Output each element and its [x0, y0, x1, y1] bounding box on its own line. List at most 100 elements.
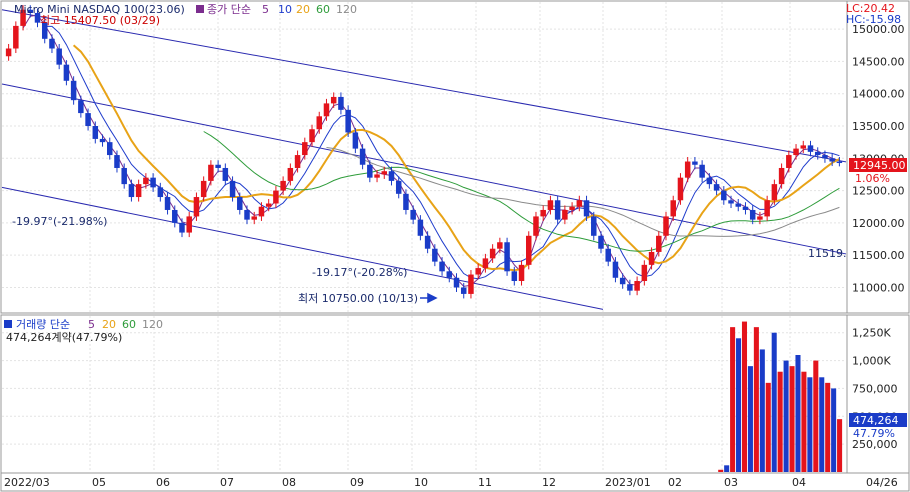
candle-body	[822, 155, 828, 159]
volume-badge-bg	[849, 413, 907, 427]
candle-body	[699, 164, 705, 178]
candle-body	[215, 164, 221, 168]
candle-body	[619, 277, 626, 285]
candle-body	[229, 180, 236, 198]
volume-bar	[741, 321, 748, 472]
candle-body	[200, 180, 207, 198]
candle-body	[5, 48, 12, 57]
candle-body	[569, 206, 575, 210]
candle-body	[533, 216, 539, 236]
volume-period-20: 20	[102, 318, 116, 331]
candle-body	[381, 171, 388, 175]
price-tick-label: 11000.00	[852, 281, 905, 294]
price-tick-label: 14000.00	[852, 88, 905, 101]
candle-body	[157, 187, 164, 198]
candle-body	[591, 216, 597, 236]
volume-bar	[718, 469, 724, 472]
x-tick-label: 2022/03	[4, 476, 50, 489]
x-tick-label: 10	[414, 476, 428, 489]
x-tick-label: 04	[792, 476, 806, 489]
ma-period-60: 60	[316, 3, 330, 16]
ma-period-10: 10	[278, 3, 292, 16]
candle-body	[121, 167, 127, 185]
candle-body	[663, 216, 669, 236]
candle-body	[706, 177, 713, 185]
volume-bar	[789, 366, 795, 472]
candle-body	[807, 145, 814, 152]
candle-body	[143, 177, 149, 185]
candle-body	[482, 258, 489, 269]
candle-body	[287, 167, 294, 181]
hc-label: HC:-15.98	[846, 13, 901, 26]
min-price-label: 최저 10750.00 (10/13)	[298, 292, 418, 305]
price-tick-label: 15000.00	[852, 23, 905, 36]
candle-body	[172, 209, 178, 223]
candle-body	[193, 197, 200, 217]
candles	[5, 5, 843, 299]
volume-current: 474,264계약(47.79%)	[6, 330, 122, 344]
candle-body	[627, 284, 633, 291]
x-tick-label: 07	[220, 476, 234, 489]
candle-body	[251, 216, 257, 220]
volume-period-60: 60	[122, 318, 136, 331]
candle-body	[432, 248, 438, 262]
candle-body	[446, 271, 453, 278]
volume-label: 거래량 단순	[16, 318, 70, 331]
candle-body	[309, 129, 315, 143]
candle-body	[540, 209, 546, 217]
ma-period-120: 120	[336, 3, 357, 16]
trend-line-lower	[1, 186, 604, 310]
candle-body	[388, 171, 395, 181]
candle-body	[562, 209, 568, 220]
candle-body	[41, 22, 48, 39]
candle-body	[237, 197, 243, 210]
price-tick-label: 11500.00	[852, 249, 905, 262]
candle-body	[771, 184, 778, 201]
ma-period-20: 20	[296, 3, 310, 16]
candle-body	[518, 264, 525, 281]
trend-value-label: 11519.	[808, 247, 847, 260]
drop-annotation-1: -19.97°(-21.98%)	[12, 215, 107, 228]
candle-body	[648, 251, 655, 265]
trend-line-middle	[1, 83, 847, 255]
candle-body	[497, 242, 503, 249]
x-tick-label: 05	[92, 476, 106, 489]
candle-body	[222, 167, 229, 181]
candle-body	[713, 184, 720, 191]
volume-bar	[813, 360, 819, 472]
candle-body	[576, 200, 583, 207]
candle-body	[410, 209, 416, 220]
candle-body	[164, 197, 171, 210]
candle-body	[786, 155, 792, 168]
x-tick-label: 04/26	[866, 476, 898, 489]
candle-body	[316, 116, 322, 130]
candle-body	[345, 109, 351, 133]
max-price-label: 최고 15407.50 (03/29)	[40, 14, 160, 27]
candle-body	[554, 200, 561, 220]
candle-body	[70, 80, 77, 101]
x-tick-label: 02	[668, 476, 682, 489]
volume-bar	[759, 349, 765, 472]
volume-tick-label: 1,000K	[852, 355, 891, 368]
candle-body	[273, 190, 279, 204]
candle-body	[547, 200, 554, 210]
candle-body	[656, 235, 662, 252]
candle-body	[63, 64, 70, 81]
candle-body	[280, 180, 286, 191]
volume-period-5: 5	[88, 318, 95, 331]
candle-body	[836, 161, 843, 164]
volume-bar	[753, 327, 759, 472]
candle-body	[764, 200, 770, 217]
candle-body	[302, 142, 308, 156]
price-change: 1.06%	[855, 172, 890, 185]
candle-body	[612, 261, 619, 278]
volume-axis-frame	[846, 314, 910, 474]
candle-body	[338, 96, 344, 110]
ma60-line	[203, 131, 840, 252]
candle-body	[208, 164, 214, 181]
x-tick-label: 2023/01	[605, 476, 651, 489]
candle-body	[13, 25, 19, 49]
candle-body	[583, 200, 590, 217]
volume-bar	[819, 377, 825, 472]
